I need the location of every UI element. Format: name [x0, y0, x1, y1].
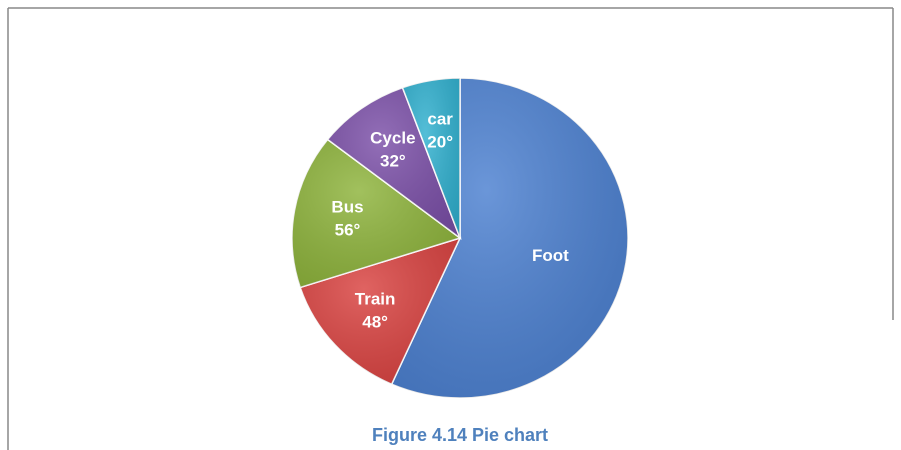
slice-shade [327, 87, 460, 239]
slice-shade [391, 78, 628, 398]
slice-label: Train [355, 289, 396, 308]
slice-label: Cycle [370, 128, 415, 147]
pie-labels: Foot Train 48° Bus 56° Cycle 32° car 20° [331, 109, 569, 331]
caption: Figure 4.14 Pie chart [372, 425, 548, 445]
slice-label: Bus [331, 198, 363, 217]
slice-shade [402, 78, 460, 238]
value-label: 32° [380, 151, 406, 170]
slice-shade [292, 139, 460, 288]
slice-label: car [427, 109, 453, 128]
value-label: 56° [335, 221, 361, 240]
slice-label: Foot [532, 246, 569, 265]
value-label: 48° [362, 312, 388, 331]
value-label: 20° [427, 132, 453, 151]
pie [291, 77, 629, 399]
slice-shade [300, 238, 460, 385]
